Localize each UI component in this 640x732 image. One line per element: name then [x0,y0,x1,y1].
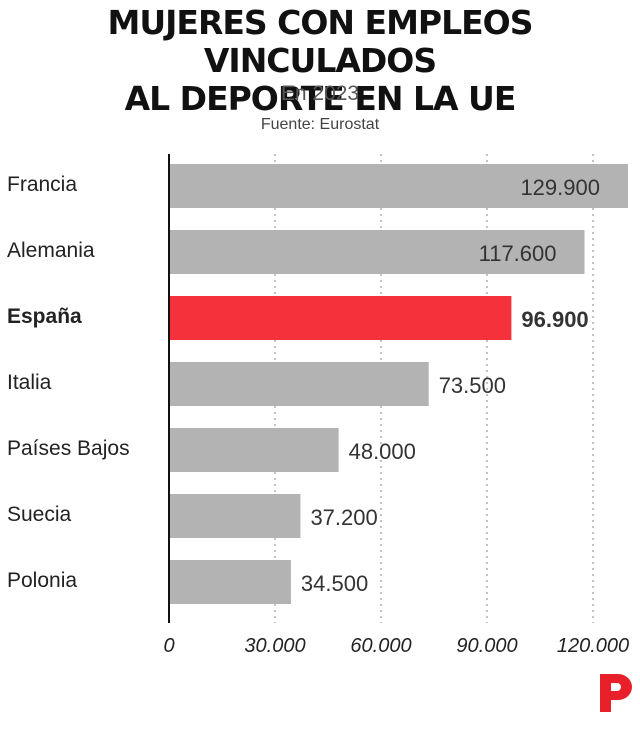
bar [169,362,429,406]
bar [169,560,291,604]
value-label: 73.500 [439,373,506,398]
chart-subtitle: En 2023 [280,82,360,105]
value-label: 129.900 [520,175,600,200]
bar [169,230,585,274]
category-label: Francia [7,173,77,196]
value-label: 48.000 [349,439,416,464]
x-tick-label: 120.000 [557,635,629,657]
category-label: Países Bajos [7,437,130,460]
value-label: 96.900 [521,307,588,332]
labels: Francia 129.900 Alemania 117.600 España 96.90… [7,173,600,596]
category-label: España [7,305,82,328]
category-label: Alemania [7,239,95,262]
chart-source: Fuente: Eurostat [260,116,380,133]
category-label: Italia [7,371,52,394]
chart-title: MUJERES CON EMPLEOS VINCULADOS AL DEPORT… [0,4,640,118]
bar [169,164,628,208]
x-axis-ticks: 0 30.000 60.000 90.000 120.000 [163,635,629,657]
bar [169,428,339,472]
x-tick-label: 90.000 [456,635,517,657]
value-label: 34.500 [301,571,368,596]
bar [169,296,512,340]
category-label: Suecia [7,503,72,526]
bar [169,494,301,538]
x-tick-label: 60.000 [350,635,411,657]
publisher-p-logo [600,674,632,712]
chart-title-line-1: MUJERES CON EMPLEOS VINCULADOS [107,3,533,80]
x-tick-label: 30.000 [244,635,305,657]
x-tick-label: 0 [163,635,174,657]
value-label: 117.600 [479,241,557,266]
value-label: 37.200 [310,505,377,530]
bars [169,164,628,604]
category-label: Polonia [7,569,77,592]
chart-title-line-2: AL DEPORTE EN LA UE [124,79,517,118]
